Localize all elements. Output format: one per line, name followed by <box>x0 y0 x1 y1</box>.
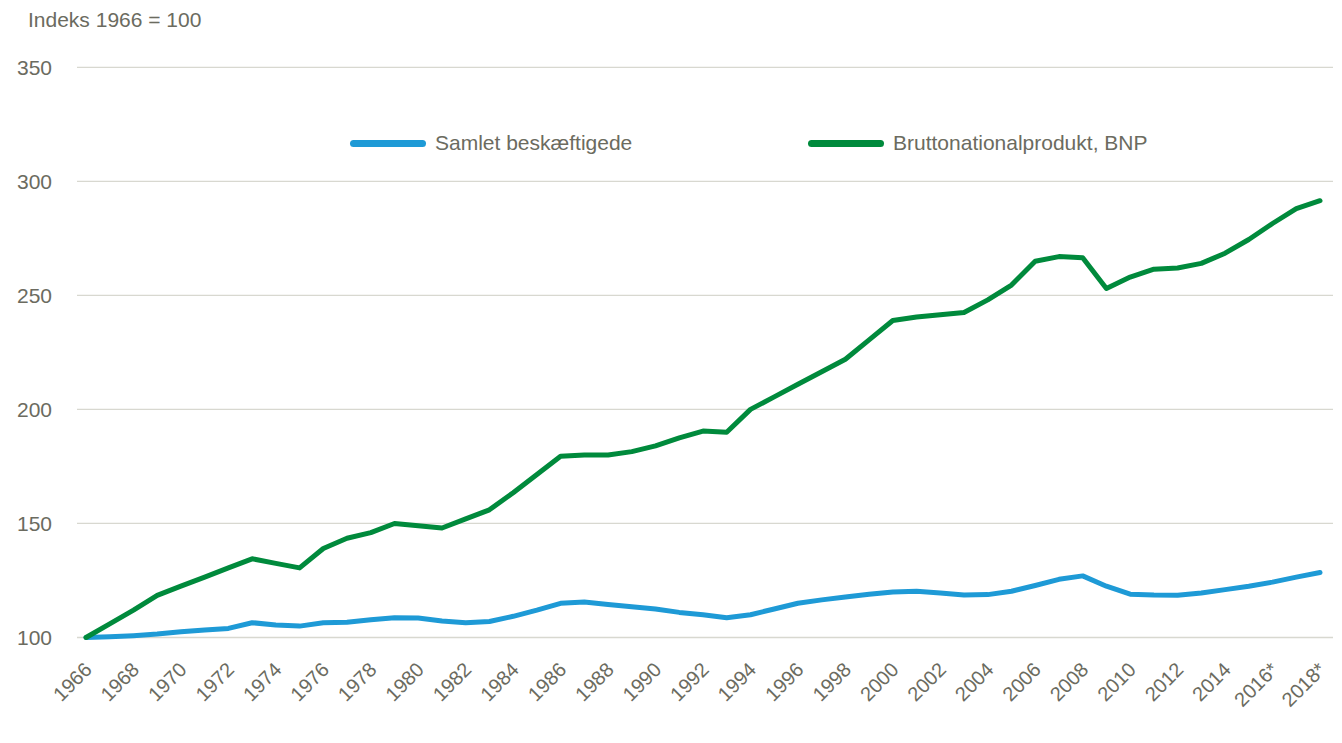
x-axis-tick-label: 1998 <box>808 658 855 705</box>
employment-line-swatch-icon <box>350 140 426 147</box>
y-axis-tick-label: 100 <box>17 626 52 649</box>
y-axis-tick-label: 200 <box>17 398 52 421</box>
x-axis-tick-label: 1978 <box>334 658 381 705</box>
x-axis-tick-label: 1990 <box>618 658 665 705</box>
legend-item-employment: Samlet beskæftigede <box>350 130 632 156</box>
y-axis-tick-label: 150 <box>17 512 52 535</box>
legend-label-gdp: Bruttonationalprodukt, BNP <box>893 131 1147 155</box>
series-line-employment <box>86 573 1320 638</box>
plot-area: 1001502002503003501966196819701972197419… <box>0 0 1342 743</box>
x-axis-tick-label: 2008 <box>1045 658 1092 705</box>
y-axis-tick-label: 250 <box>17 284 52 307</box>
x-axis-tick-label: 1970 <box>144 658 191 705</box>
x-axis-tick-label: 1980 <box>381 658 428 705</box>
x-axis-tick-label: 1996 <box>761 658 808 705</box>
x-axis-tick-label: 1992 <box>666 658 713 705</box>
x-axis-tick-label: 2014 <box>1188 658 1235 705</box>
chart-container: 1001502002503003501966196819701972197419… <box>0 0 1342 743</box>
y-axis-tick-label: 300 <box>17 170 52 193</box>
x-axis-tick-label: 1988 <box>571 658 618 705</box>
x-axis-tick-label: 1982 <box>428 658 475 705</box>
x-axis-tick-label: 1976 <box>286 658 333 705</box>
x-axis-tick-label: 1994 <box>713 658 760 705</box>
x-axis-tick-label: 2000 <box>856 658 903 705</box>
legend: Samlet beskæftigede Bruttonationalproduk… <box>0 130 1342 156</box>
x-axis-tick-label: 1966 <box>49 658 96 705</box>
series-line-gdp <box>86 201 1320 638</box>
x-axis-tick-label: 1968 <box>96 658 143 705</box>
y-axis-tick-label: 350 <box>17 56 52 79</box>
x-axis-tick-label: 2010 <box>1093 658 1140 705</box>
x-axis-tick-label: 2002 <box>903 658 950 705</box>
x-axis-tick-label: 2006 <box>998 658 1045 705</box>
x-axis-tick-label: 1974 <box>239 658 286 705</box>
x-axis-tick-label: 2004 <box>951 658 998 705</box>
x-axis-tick-label: 1972 <box>191 658 238 705</box>
legend-label-employment: Samlet beskæftigede <box>435 131 632 155</box>
x-axis-tick-label: 2012 <box>1140 658 1187 705</box>
x-axis-tick-label: 2016* <box>1230 658 1283 711</box>
axis-unit-label: Indeks 1966 = 100 <box>28 8 201 32</box>
gdp-line-swatch-icon <box>808 140 884 147</box>
x-axis-tick-label: 1986 <box>523 658 570 705</box>
x-axis-tick-label: 2018* <box>1277 658 1330 711</box>
x-axis-tick-label: 1984 <box>476 658 523 705</box>
legend-item-gdp: Bruttonationalprodukt, BNP <box>808 130 1147 156</box>
